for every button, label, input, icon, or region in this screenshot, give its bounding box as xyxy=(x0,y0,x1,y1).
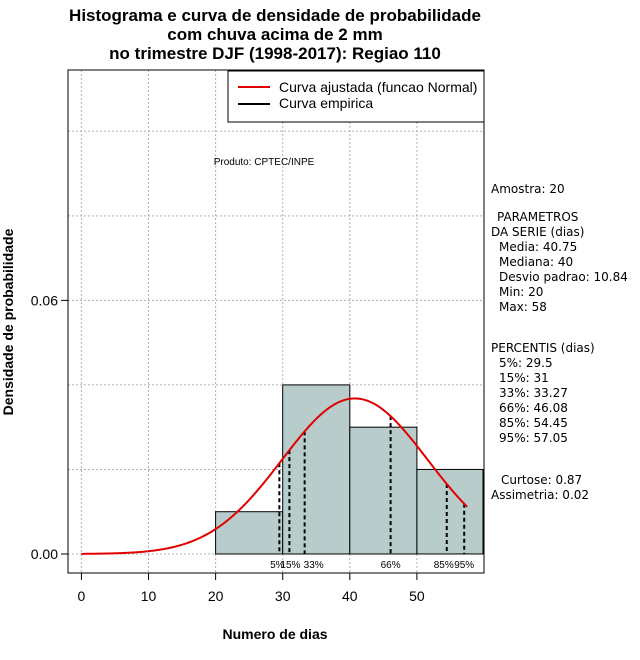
y-axis-title: Densidade de probabilidade xyxy=(0,228,16,415)
x-tick-label-2: 20 xyxy=(208,588,224,604)
histogram-bar-2 xyxy=(349,426,418,555)
percentile-label-1: 15% xyxy=(280,560,300,571)
legend-label-fitted: Curva ajustada (funcao Normal) xyxy=(279,79,477,95)
stat-std-dev: Desvio padrao: 10.84 xyxy=(499,270,628,284)
x-axis-title: Numero de dias xyxy=(222,626,327,642)
percentile-5: 5%: 29.5 xyxy=(499,356,553,370)
x-tick-label-3: 30 xyxy=(275,588,291,604)
stat-mean: Media: 40.75 xyxy=(499,240,578,254)
y-tick-label-0: 0.00 xyxy=(31,546,58,562)
stat-min: Min: 20 xyxy=(499,285,544,299)
percentile-label-5: 95% xyxy=(454,560,474,571)
percentile-lines xyxy=(278,416,466,554)
x-tick-label-5: 50 xyxy=(409,588,425,604)
percentile-33: 33%: 33.27 xyxy=(499,386,568,400)
stat-skewness: Assimetria: 0.02 xyxy=(491,488,590,502)
percentile-label-4: 85% xyxy=(434,560,454,571)
x-tick-label-1: 10 xyxy=(141,588,157,604)
stat-max: Max: 58 xyxy=(499,300,547,314)
stats-panel: Amostra: 20 xyxy=(491,182,639,197)
histogram-bar-3 xyxy=(416,468,484,555)
fitted-normal-curve xyxy=(81,397,468,555)
legend-box xyxy=(227,70,485,123)
legend-label-empirical: Curva empirica xyxy=(279,95,373,111)
sample-size: Amostra: 20 xyxy=(491,182,565,196)
chart-title-line-3: no trimestre DJF (1998-2017): Regiao 110 xyxy=(109,44,441,63)
percentile-label-0: 5% xyxy=(270,560,285,571)
shape-stats: Curtose: 0.87 Assimetria: 0.02 xyxy=(491,473,639,503)
percentile-66: 66%: 46.08 xyxy=(499,401,568,415)
percentile-15: 15%: 31 xyxy=(499,371,549,385)
parameters-subheading: DA SERIE (dias) xyxy=(491,225,585,239)
y-tick-label-1: 0.06 xyxy=(31,292,58,308)
percentile-95: 95%: 57.05 xyxy=(499,431,568,445)
percentile-labels: 5%15% 33% 66% 85% 95% xyxy=(270,560,474,571)
x-tick-label-0: 0 xyxy=(78,588,86,604)
percentile-85: 85%: 54.45 xyxy=(499,416,568,430)
x-tick-label-4: 40 xyxy=(342,588,358,604)
percentile-label-3: 66% xyxy=(381,560,401,571)
y-axis: 0.00 0.06 xyxy=(31,292,68,562)
product-annotation: Produto: CPTEC/INPE xyxy=(214,157,315,168)
histogram-bar-0 xyxy=(215,511,284,555)
chart-title-line-1: Histograma e curva de densidade de proba… xyxy=(69,6,481,25)
series-parameters: PARAMETROS DA SERIE (dias) Media: 40.75 … xyxy=(491,210,639,315)
stat-median: Mediana: 40 xyxy=(499,255,574,269)
legend: Curva ajustada (funcao Normal) Curva emp… xyxy=(227,70,485,123)
chart-title-line-2: com chuva acima de 2 mm xyxy=(167,25,382,44)
histogram-bar-1 xyxy=(282,384,351,555)
percentiles-heading: PERCENTIS (dias) xyxy=(491,341,595,355)
x-axis: 0 10 20 30 40 50 xyxy=(78,572,425,604)
histogram-bars xyxy=(215,384,484,555)
stat-kurtosis: Curtose: 0.87 xyxy=(501,473,583,487)
parameters-heading: PARAMETROS xyxy=(497,210,579,224)
chart-title: Histograma e curva de densidade de proba… xyxy=(69,6,481,63)
percentile-label-2: 33% xyxy=(304,560,324,571)
percentiles-panel: PERCENTIS (dias) 5%: 29.5 15%: 31 33%: 3… xyxy=(491,341,639,446)
